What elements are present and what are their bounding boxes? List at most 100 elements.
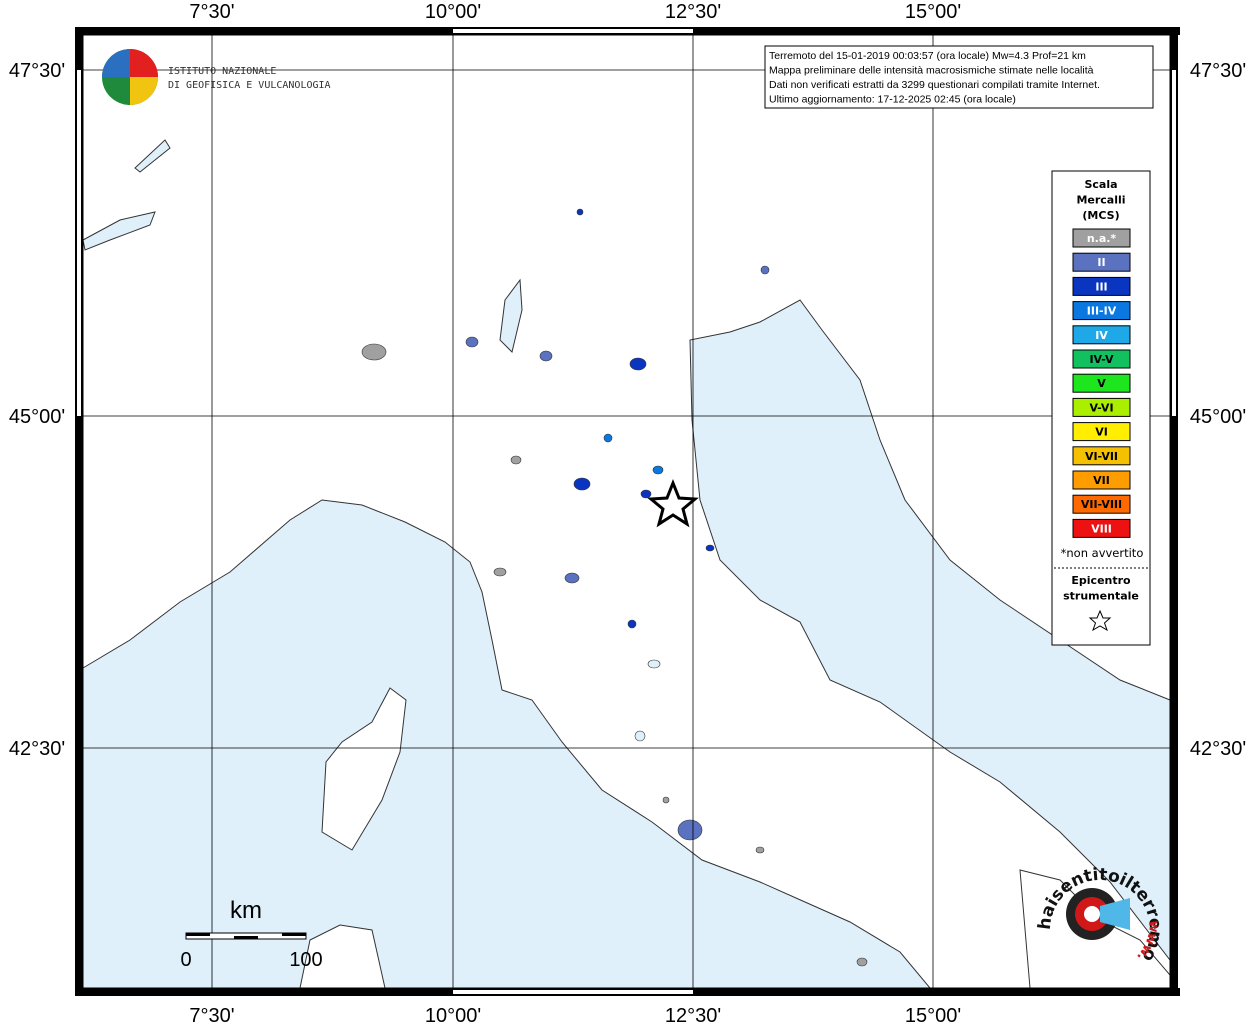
legend-label: IV-V <box>1089 353 1114 366</box>
logo-ring <box>1084 906 1100 922</box>
logo-segment <box>130 49 158 77</box>
legend-swatch <box>1072 301 1131 321</box>
locality <box>465 336 479 348</box>
locality <box>629 357 647 371</box>
legend-swatch <box>1072 276 1131 296</box>
legend-note: *non avvertito <box>1061 546 1144 560</box>
legend-label: VII <box>1093 474 1110 487</box>
logo-segment <box>130 77 158 105</box>
lat-label: 47°30' <box>9 60 65 82</box>
locality <box>652 465 664 475</box>
lat-label: 47°30' <box>1190 60 1246 82</box>
legend-swatch <box>1072 422 1131 442</box>
info-line: Ultimo aggiornamento: 17-12-2025 02:45 (… <box>769 94 1016 106</box>
legend-swatch <box>1072 518 1131 538</box>
epicenter-star <box>647 478 699 528</box>
legend-swatch <box>1072 252 1131 272</box>
locality <box>493 567 507 577</box>
lake <box>634 730 646 742</box>
legend-label: V <box>1097 377 1106 390</box>
scale-label: 0 <box>180 949 191 971</box>
lon-label: 15°00' <box>905 1005 961 1024</box>
legend-swatch <box>1072 470 1131 490</box>
localities <box>361 208 868 967</box>
legend-swatch <box>1072 494 1131 514</box>
locality <box>361 343 387 361</box>
legend-label: VII-VIII <box>1081 498 1122 511</box>
logo-segment <box>102 49 130 77</box>
legend-swatch <box>1072 446 1131 466</box>
legend-swatch <box>1072 228 1131 248</box>
lon-label: 15°00' <box>905 1 961 23</box>
info-line: Mappa preliminare delle intensità macros… <box>769 65 1094 77</box>
frame <box>75 27 1180 996</box>
locality <box>677 819 703 841</box>
lon-label: 10°00' <box>425 1005 481 1024</box>
logo-text: DI GEOFISICA E VULCANOLOGIA <box>168 80 331 91</box>
locality <box>573 477 591 491</box>
map-border <box>82 34 1171 989</box>
locality <box>627 619 637 629</box>
frame-segment <box>453 990 693 994</box>
corsica <box>321 687 407 851</box>
lon-label: 10°00' <box>425 1 481 23</box>
scale-label: 100 <box>289 949 322 971</box>
ingv-logo: ISTITUTO NAZIONALE DI GEOFISICA E VULCAN… <box>102 49 331 105</box>
legend-title: Scala <box>1084 178 1117 191</box>
legend-epicenter: strumentale <box>1063 590 1139 603</box>
locality <box>662 796 670 804</box>
locality <box>856 957 868 967</box>
legend-title: (MCS) <box>1082 209 1119 222</box>
legend-label: n.a.* <box>1087 232 1117 245</box>
lake <box>82 211 156 251</box>
legend-swatch <box>1072 325 1131 345</box>
frame-segment <box>77 70 81 416</box>
legend-label: VI-VII <box>1085 450 1118 463</box>
lat-label: 42°30' <box>9 738 65 760</box>
locality <box>705 544 715 552</box>
locality <box>760 265 770 275</box>
legend-label: VI <box>1095 426 1108 439</box>
locality <box>755 846 765 854</box>
legend-swatch <box>1072 349 1131 369</box>
locality <box>640 489 652 499</box>
lat-label: 45°00' <box>9 406 65 428</box>
locality <box>603 433 613 443</box>
legend-swatch <box>1072 397 1131 417</box>
legend-epicenter: Epicentro <box>1071 574 1131 587</box>
legend-label: VIII <box>1091 522 1112 535</box>
legend-label: V-VI <box>1089 401 1113 414</box>
legend-label: III-IV <box>1087 305 1117 318</box>
legend: ScalaMercalli(MCS)n.a.*IIIIIIII-IVIVIV-V… <box>1051 170 1151 646</box>
info-box: Terremoto del 15-01-2019 00:03:57 (ora l… <box>764 45 1154 109</box>
locality <box>576 208 584 216</box>
logo-speaker <box>1100 898 1130 930</box>
locality <box>564 572 580 584</box>
lon-label: 12°30' <box>665 1 721 23</box>
lake-garda <box>499 278 523 353</box>
legend-swatch <box>1072 373 1131 393</box>
legend-title: Mercalli <box>1076 194 1125 207</box>
lon-label: 7°30' <box>189 1005 234 1024</box>
frame-border <box>75 27 83 996</box>
legend-label: II <box>1097 256 1105 269</box>
frame-segment <box>1172 70 1176 416</box>
legend-star <box>1088 609 1112 632</box>
lat-label: 42°30' <box>1190 738 1246 760</box>
legend-label: IV <box>1095 329 1108 342</box>
lon-label: 12°30' <box>665 1005 721 1024</box>
info-line: Terremoto del 15-01-2019 00:03:57 (ora l… <box>769 50 1086 62</box>
map-area <box>82 35 1171 989</box>
logo-text: ISTITUTO NAZIONALE <box>168 66 276 77</box>
scale-bar-segment <box>282 933 306 936</box>
scale-bar-segment <box>234 936 258 939</box>
tyrrhenian-sea <box>82 499 932 989</box>
graticule: 7°30' 7°30' 10°00' 10°00' 12°30' 12°30' 15°00'… <box>9 1 1246 1024</box>
frame-border <box>1170 27 1178 996</box>
lon-label: 7°30' <box>189 1 234 23</box>
lat-label: 45°00' <box>1190 406 1246 428</box>
legend-label: III <box>1095 280 1107 293</box>
locality <box>539 350 553 362</box>
locality <box>510 455 522 465</box>
